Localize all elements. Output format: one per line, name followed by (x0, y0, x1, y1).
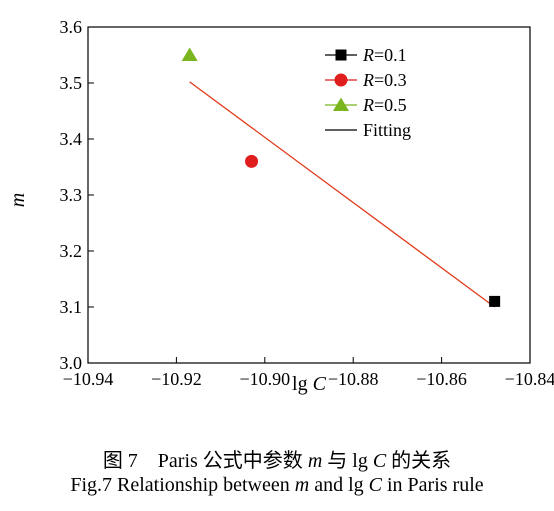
caption-en-var-m: m (294, 474, 310, 496)
x-tick-label: −10.86 (416, 369, 467, 389)
fitting-line (189, 81, 496, 308)
legend-marker-1 (335, 49, 347, 61)
x-axis-ticks: −10.94 −10.92 −10.90 −10.88 −10.86 −10.84 (63, 357, 554, 389)
y-tick-label: 3.4 (60, 129, 83, 149)
y-tick-label: 3.1 (60, 297, 83, 317)
legend-label-value: =0.1 (374, 45, 407, 65)
y-axis-ticks: 3.0 3.1 3.2 3.3 3.4 3.5 3.6 (60, 17, 94, 373)
caption-en-var-c: C (368, 474, 382, 496)
x-axis-label: lg C (292, 373, 327, 395)
caption-cn-var-m: m (307, 450, 323, 472)
legend-label-value: =0.5 (374, 95, 407, 115)
x-tick-label: −10.88 (328, 369, 379, 389)
caption-cn-var-c: C (372, 450, 387, 472)
legend-label-var: R (362, 95, 374, 115)
caption-en-part-3: and lg (309, 474, 369, 496)
legend-label-3: R=0.5 (362, 95, 407, 115)
caption-english: Fig.7 Relationship between m and lg C in… (0, 474, 554, 497)
y-tick-label: 3.0 (60, 353, 83, 373)
caption-cn-part-5: 的关系 (386, 450, 452, 472)
caption-en-part-1: Fig.7 Relationship between (70, 474, 295, 496)
y-tick-label: 3.5 (60, 73, 83, 93)
data-point-series-1 (489, 295, 501, 307)
caption-cn-part-3: 与 lg (322, 450, 373, 472)
chart: −10.94 −10.92 −10.90 −10.88 −10.86 −10.84 3.0… (7, 17, 554, 395)
data-points (181, 47, 501, 307)
legend-label-value: =0.3 (374, 70, 407, 90)
legend-label-2: R=0.3 (362, 70, 407, 90)
data-point-series-3 (181, 47, 198, 61)
caption-en-part-5: in Paris rule (382, 474, 484, 496)
legend-marker-2 (334, 73, 348, 87)
data-point-series-2 (245, 154, 259, 168)
legend-label-var: R (362, 45, 374, 65)
x-tick-label: −10.84 (505, 369, 554, 389)
caption-chinese: 图 7 Paris 公式中参数 m 与 lg C 的关系 (0, 444, 554, 473)
y-tick-label: 3.6 (60, 17, 83, 37)
legend-label-var: R (362, 70, 374, 90)
x-tick-label: −10.90 (239, 369, 290, 389)
y-tick-label: 3.2 (60, 241, 83, 261)
legend-label-fitting: Fitting (363, 120, 411, 140)
legend-marker-3 (333, 97, 349, 111)
y-tick-label: 3.3 (60, 185, 83, 205)
x-tick-label: −10.94 (63, 369, 114, 389)
plot-frame (87, 26, 531, 364)
legend-label-1: R=0.1 (362, 45, 407, 65)
x-axis-label-prefix: lg (292, 373, 313, 395)
caption-cn-part-1: 图 7 Paris 公式中参数 (102, 450, 308, 472)
y-axis-label: m (7, 193, 29, 207)
x-axis-label-var: C (313, 373, 327, 395)
x-tick-label: −10.92 (151, 369, 202, 389)
